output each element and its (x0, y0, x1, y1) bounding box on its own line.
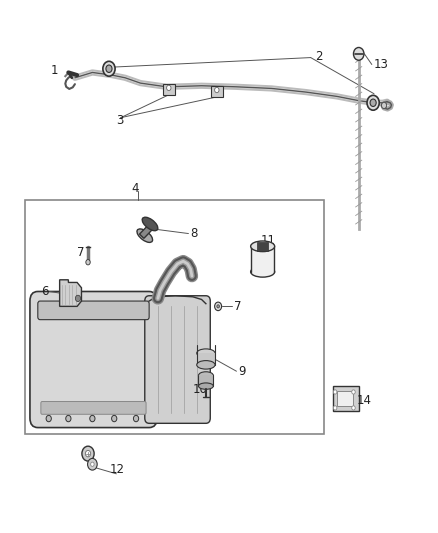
Bar (197, 353, 215, 365)
Ellipse shape (198, 383, 213, 389)
Circle shape (90, 415, 95, 422)
Text: 3: 3 (117, 114, 124, 127)
FancyBboxPatch shape (145, 296, 210, 423)
Bar (211, 86, 223, 97)
Text: 7: 7 (77, 246, 85, 259)
Bar (251, 246, 275, 272)
Circle shape (166, 85, 171, 91)
Circle shape (352, 406, 355, 410)
Circle shape (367, 95, 379, 110)
Bar (162, 84, 175, 95)
Ellipse shape (137, 229, 152, 243)
Circle shape (352, 390, 355, 394)
Bar (258, 242, 268, 251)
Text: 1: 1 (51, 64, 58, 77)
Ellipse shape (251, 241, 275, 252)
Circle shape (91, 462, 94, 466)
Bar (337, 391, 353, 406)
Circle shape (381, 102, 387, 109)
Text: 7: 7 (234, 300, 242, 313)
Text: 4: 4 (132, 182, 139, 195)
FancyBboxPatch shape (38, 301, 149, 320)
Text: 10: 10 (193, 383, 208, 397)
Ellipse shape (197, 349, 215, 358)
Text: 2: 2 (315, 50, 322, 63)
Circle shape (353, 47, 364, 60)
Bar (198, 375, 213, 386)
Circle shape (370, 99, 376, 107)
Circle shape (88, 458, 97, 470)
Circle shape (112, 415, 117, 422)
Polygon shape (60, 280, 81, 306)
Circle shape (134, 415, 139, 422)
Text: 14: 14 (357, 394, 371, 407)
Circle shape (66, 415, 71, 422)
FancyBboxPatch shape (30, 292, 157, 427)
Circle shape (86, 260, 90, 265)
Text: 12: 12 (110, 463, 125, 476)
Bar (332, 385, 359, 411)
Text: 11: 11 (261, 235, 276, 247)
Circle shape (215, 302, 222, 311)
Circle shape (333, 390, 337, 394)
Text: 9: 9 (239, 365, 246, 378)
Circle shape (217, 305, 219, 308)
Circle shape (106, 65, 112, 72)
Circle shape (82, 446, 94, 461)
FancyBboxPatch shape (41, 401, 146, 414)
Text: 6: 6 (41, 285, 49, 298)
Ellipse shape (142, 217, 158, 231)
Bar (25, 200, 324, 434)
Polygon shape (140, 222, 155, 238)
Ellipse shape (197, 361, 215, 369)
Text: 8: 8 (191, 227, 198, 240)
Ellipse shape (198, 372, 213, 379)
Circle shape (46, 415, 51, 422)
Circle shape (215, 87, 219, 93)
Circle shape (333, 406, 337, 410)
Text: 13: 13 (374, 58, 389, 71)
Circle shape (103, 61, 115, 76)
Circle shape (85, 450, 91, 457)
Ellipse shape (251, 266, 275, 277)
Circle shape (75, 295, 81, 302)
